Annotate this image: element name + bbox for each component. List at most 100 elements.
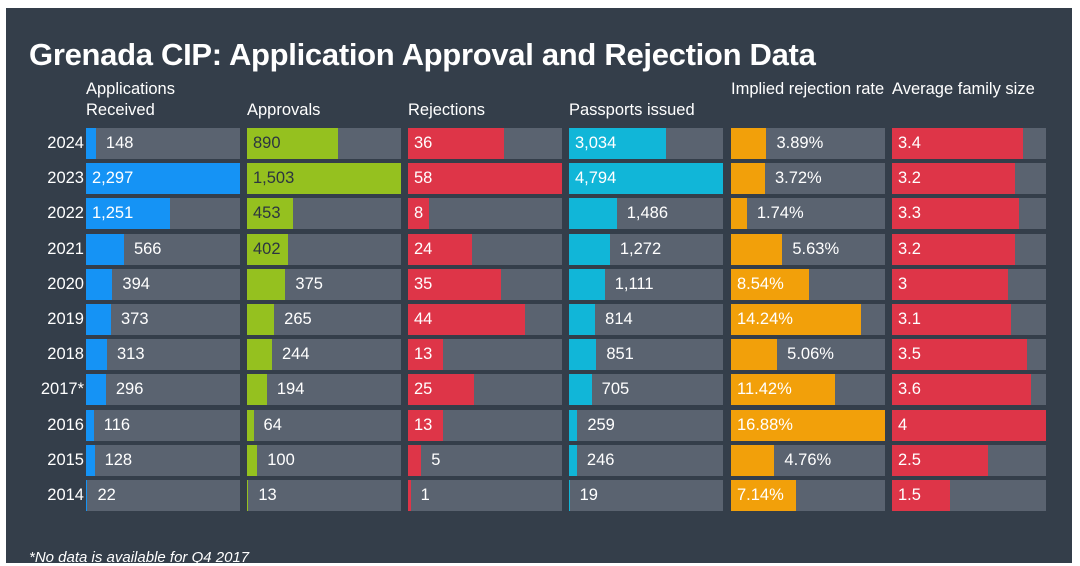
bar bbox=[86, 268, 113, 300]
bar bbox=[86, 128, 96, 159]
data-label: 1,503 bbox=[253, 169, 295, 188]
bar-track: 375 bbox=[247, 268, 401, 300]
column-header: Applications Received bbox=[86, 80, 175, 119]
bar bbox=[892, 374, 1031, 406]
bar bbox=[408, 409, 443, 441]
bar bbox=[569, 233, 610, 265]
data-label: 22 bbox=[97, 486, 116, 504]
bar bbox=[86, 339, 107, 371]
column-header: Approvals bbox=[247, 101, 321, 119]
bar bbox=[86, 480, 88, 511]
data-label: 25 bbox=[414, 380, 433, 399]
bar bbox=[892, 268, 1008, 300]
data-label: 246 bbox=[586, 450, 615, 469]
bar-track: 4,794 bbox=[569, 163, 723, 195]
bar bbox=[408, 444, 422, 476]
data-label: 8 bbox=[414, 204, 424, 223]
bar bbox=[731, 339, 778, 371]
bar bbox=[892, 198, 1020, 230]
bar bbox=[569, 480, 570, 511]
bar-track: 3.3 bbox=[892, 198, 1046, 230]
bar-track: 116 bbox=[86, 409, 240, 441]
bar bbox=[408, 163, 562, 195]
data-label: 244 bbox=[282, 345, 310, 364]
bar-track: 453 bbox=[247, 198, 401, 230]
chart-panel: Grenada CIP: Application Approval and Re… bbox=[6, 8, 1072, 566]
bar-track: 851 bbox=[569, 339, 723, 371]
year-label: 2015 bbox=[47, 450, 84, 469]
data-label: 13 bbox=[414, 345, 433, 364]
year-label: 2017* bbox=[40, 380, 84, 399]
bar-track: 3.1 bbox=[892, 304, 1046, 335]
bar-track: 3.2 bbox=[892, 233, 1046, 265]
bar bbox=[247, 304, 275, 335]
data-label: 2,297 bbox=[92, 169, 134, 188]
bar bbox=[247, 198, 294, 230]
year-label: 2024 bbox=[47, 134, 84, 152]
data-label: 3.72% bbox=[774, 169, 822, 188]
data-label: 1.5 bbox=[898, 486, 921, 504]
bar-track: 13 bbox=[247, 480, 401, 511]
bar-track: 24 bbox=[408, 233, 562, 265]
bar-track: 36 bbox=[408, 128, 562, 159]
bar-track: 1,486 bbox=[569, 198, 723, 230]
bar-track: 4 bbox=[892, 409, 1046, 441]
data-label: 3.6 bbox=[898, 380, 921, 399]
bar bbox=[892, 304, 1012, 335]
data-label: 5.63% bbox=[792, 239, 840, 258]
bar-track: 8.54% bbox=[731, 268, 885, 300]
bar bbox=[892, 128, 1023, 159]
bar-track: 5.06% bbox=[731, 339, 885, 371]
data-label: 24 bbox=[414, 239, 433, 258]
data-label: 4 bbox=[898, 415, 908, 434]
bar-track: 1,111 bbox=[569, 268, 723, 300]
year-label: 2014 bbox=[47, 486, 84, 504]
data-label: 3.89% bbox=[776, 134, 824, 152]
bar bbox=[247, 233, 289, 265]
bar-track: 296 bbox=[86, 374, 240, 406]
bar-track: 814 bbox=[569, 304, 723, 335]
bar bbox=[892, 409, 1046, 441]
bar bbox=[892, 163, 1016, 195]
bar bbox=[408, 198, 430, 230]
data-label: 296 bbox=[115, 380, 144, 399]
data-label: 36 bbox=[414, 134, 433, 152]
bar-track: 3.2 bbox=[892, 163, 1046, 195]
bar-track: 64 bbox=[247, 409, 401, 441]
bar-track: 2.5 bbox=[892, 444, 1046, 476]
data-label: 3 bbox=[898, 274, 908, 293]
bar bbox=[569, 128, 667, 159]
bar-track: 3.4 bbox=[892, 128, 1046, 159]
bar-track: 35 bbox=[408, 268, 562, 300]
data-label: 705 bbox=[601, 380, 630, 399]
bar-track: 7.14% bbox=[731, 480, 885, 511]
bar-track: 5.63% bbox=[731, 233, 885, 265]
data-label: 148 bbox=[105, 134, 134, 152]
bar-track: 11.42% bbox=[731, 374, 885, 406]
data-label: 2.5 bbox=[898, 450, 921, 469]
bar-track: 3.89% bbox=[731, 128, 885, 159]
bar-track: 890 bbox=[247, 128, 401, 159]
column-header: Rejections bbox=[408, 101, 486, 119]
data-label: 375 bbox=[295, 274, 323, 293]
bar bbox=[247, 339, 272, 371]
data-label: 566 bbox=[133, 239, 162, 258]
bar bbox=[247, 409, 254, 441]
bar bbox=[892, 480, 950, 511]
bar bbox=[408, 304, 525, 335]
bar bbox=[86, 198, 170, 230]
bar bbox=[247, 268, 286, 300]
bar-track: 58 bbox=[408, 163, 562, 195]
bar bbox=[569, 163, 723, 195]
data-label: 3.2 bbox=[898, 239, 921, 258]
data-label: 1,486 bbox=[626, 204, 669, 223]
bar bbox=[569, 444, 577, 476]
data-label: 1,111 bbox=[614, 274, 654, 293]
data-label: 64 bbox=[263, 415, 282, 434]
data-label: 453 bbox=[253, 204, 281, 223]
bar bbox=[569, 198, 617, 230]
data-label: 44 bbox=[414, 310, 433, 328]
year-label: 2023 bbox=[47, 169, 84, 188]
bar-track: 1 bbox=[408, 480, 562, 511]
bar-track: 705 bbox=[569, 374, 723, 406]
